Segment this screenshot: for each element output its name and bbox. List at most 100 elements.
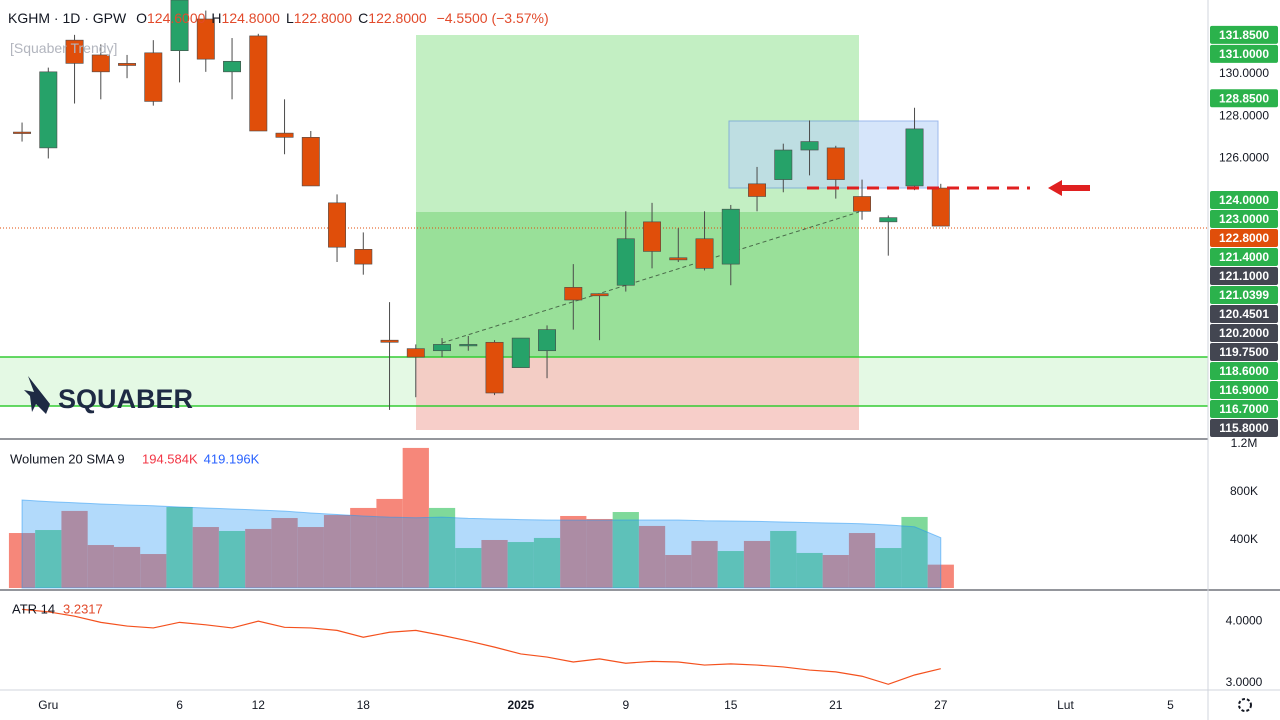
volume-bar <box>166 506 193 588</box>
candle-body <box>380 339 399 343</box>
candle-body <box>538 329 557 352</box>
candle <box>301 130 320 187</box>
price-tag-label: 131.0000 <box>1219 47 1269 61</box>
candle <box>853 179 871 220</box>
stop-zone <box>416 357 859 430</box>
candle <box>459 335 478 351</box>
price-tag <box>1210 210 1278 228</box>
candle <box>196 10 215 72</box>
volume-legend-value: 194.584K <box>142 451 198 466</box>
ohlc-key: H <box>211 10 222 26</box>
candle-body <box>616 238 635 286</box>
volume-bar <box>87 545 114 588</box>
candle-body <box>695 238 714 269</box>
volume-bar <box>192 527 219 588</box>
volume-bar <box>350 507 377 588</box>
volume-bar <box>901 516 928 588</box>
candle-body <box>170 0 189 52</box>
volume-bar <box>533 537 561 588</box>
candle <box>485 340 504 396</box>
candle <box>905 107 924 191</box>
price-tag-label: 128.8500 <box>1219 91 1269 105</box>
y-tick-label: 4.0000 <box>1226 613 1263 627</box>
volume-bar <box>35 530 62 588</box>
candle-body <box>13 131 32 134</box>
candle <box>91 44 110 100</box>
volume-bar <box>848 533 876 588</box>
price-tag <box>1210 89 1278 108</box>
candle <box>879 215 898 256</box>
candle-body <box>144 52 163 102</box>
price-tag <box>1210 324 1278 342</box>
logo-text: SQUABER <box>58 384 193 414</box>
volume-bar <box>717 551 744 588</box>
price-tag-label: 121.1000 <box>1219 269 1269 283</box>
price-tag <box>1210 229 1278 247</box>
candle <box>721 204 740 286</box>
volume-bar <box>507 542 534 588</box>
price-tag <box>1210 191 1278 209</box>
candle-body <box>406 348 425 358</box>
ohlc: O124.6000 H124.8000 L122.8000 C122.8000 <box>130 10 427 26</box>
logo-icon <box>24 376 50 414</box>
volume-bar <box>297 527 324 588</box>
candle <box>65 34 84 104</box>
indicator-label: [Squaber Trendy] <box>10 40 118 56</box>
y-tick-label: 1.2M <box>1231 436 1258 450</box>
x-tick-label: 5 <box>1167 698 1174 712</box>
price-tag-label: 121.4000 <box>1219 250 1269 264</box>
x-tick-label: 27 <box>934 698 948 712</box>
candle <box>616 211 635 292</box>
candle <box>223 38 242 100</box>
volume-bar <box>743 540 771 588</box>
volume-bar <box>586 518 613 588</box>
price-tag <box>1210 381 1278 399</box>
candle <box>144 40 163 106</box>
candle <box>643 202 661 269</box>
candle-body <box>669 257 688 261</box>
volume-bar <box>218 530 246 588</box>
price-tag <box>1210 267 1278 285</box>
ohlc-key: L <box>285 10 294 26</box>
price-tag-label: 116.7000 <box>1219 402 1269 416</box>
candle <box>275 99 294 155</box>
x-tick-label: 12 <box>252 698 266 712</box>
ohlc-value: 122.8000 <box>293 10 353 26</box>
candle-body <box>879 217 898 223</box>
volume-bar <box>455 548 482 588</box>
ohlc-value: 124.8000 <box>221 10 280 26</box>
candle <box>511 337 530 368</box>
candle <box>433 338 452 358</box>
y-tick-label: 126.0000 <box>1219 151 1269 165</box>
drawings <box>0 35 1208 430</box>
volume-bar <box>638 525 666 588</box>
settings-icon[interactable] <box>1238 698 1252 712</box>
ohlc-key: O <box>136 10 148 26</box>
volume-bar <box>271 518 298 588</box>
candle <box>774 143 793 193</box>
atr-value: 3.2317 <box>63 601 103 616</box>
volume-bar <box>691 540 718 588</box>
candle-body <box>223 60 242 73</box>
y-tick-label: 3.0000 <box>1226 675 1263 689</box>
price-tag-label: 131.8500 <box>1219 28 1269 42</box>
candle-body <box>905 128 924 187</box>
volume-bar <box>665 554 692 588</box>
candle-body <box>643 221 661 252</box>
candle-body <box>39 71 58 149</box>
candle <box>564 264 583 330</box>
volume-bar <box>113 546 141 588</box>
candle <box>800 120 819 176</box>
y-tick-label: 130.0000 <box>1219 66 1269 80</box>
candle <box>249 33 268 132</box>
candle <box>406 344 425 398</box>
candle <box>170 0 189 83</box>
y-tick-label: 800K <box>1230 484 1258 498</box>
header: KGHM · 1D · GPW O124.6000 H124.8000 L122.8… <box>8 10 549 26</box>
price-tag-label: 124.0000 <box>1219 193 1269 207</box>
profit-zone <box>416 212 859 357</box>
change: −4.5500 (−3.57%) <box>436 10 549 26</box>
volume-bar <box>376 498 403 588</box>
